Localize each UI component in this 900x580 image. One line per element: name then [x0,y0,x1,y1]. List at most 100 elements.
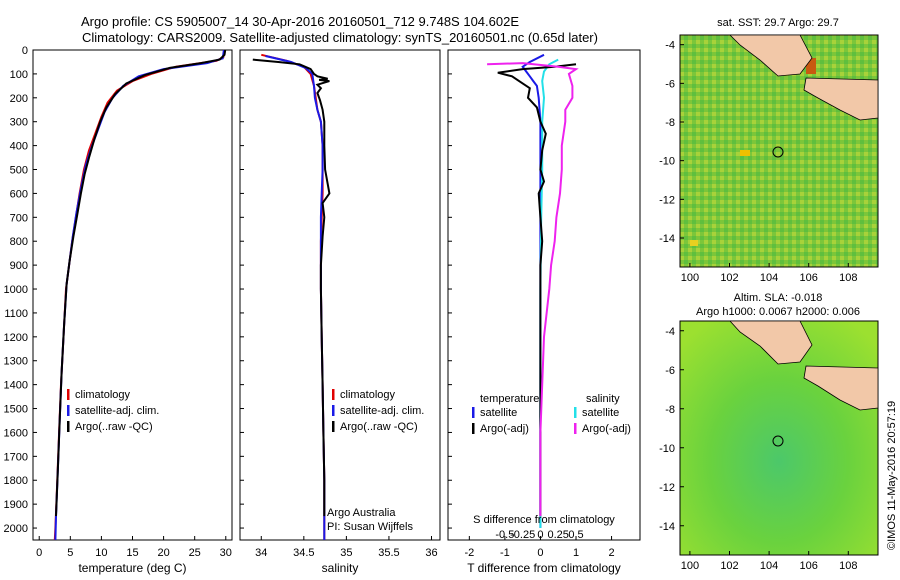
map-y-tick-label: -12 [659,194,675,206]
x-tick-label: 2 [608,547,614,559]
y-tick-label: 1200 [4,332,28,344]
y-tick-label: 1600 [4,427,28,439]
argo-marker [772,435,784,447]
map-y-tick-label: -10 [659,443,675,455]
credit-text: Argo Australia [327,507,396,519]
plot-frame [447,49,641,541]
map-x-tick-label: 100 [681,560,699,572]
map-y-tick-label: -8 [665,117,675,129]
sla-map-title: Altim. SLA: -0.018 [734,292,823,304]
map-y-tick-label: -12 [659,482,675,494]
legend-swatch [472,423,475,434]
plot-frame [32,49,233,541]
sumatra-land [729,34,813,77]
x-tick-label: 34.5 [293,547,314,559]
legend-label: satellite [480,407,517,419]
legend-swatch [67,389,70,400]
legend-label: salinity [586,393,620,405]
legend-label: Argo(-adj) [480,423,529,435]
x-axis-label: temperature (deg C) [78,561,186,575]
x-tick-label: -1 [500,547,510,559]
y-tick-label: 300 [10,117,28,129]
map-x-tick-label: 102 [720,560,738,572]
map-y-tick-label: -6 [665,365,675,377]
x-axis-label: T difference from climatology [467,561,621,575]
legend-label: satellite-adj. clim. [340,405,424,417]
x-tick-label: 5 [67,547,73,559]
legend-swatch [67,405,70,416]
legend-label: climatology [75,389,131,401]
legend-swatch [574,407,577,418]
s-axis-label: S difference from climatology [473,514,615,526]
x-tick-label: 35.5 [378,547,399,559]
panel-salinity: 34 34.5 35 35.5 36 salinity climatology satelli… [239,49,441,575]
y-tick-label: 1700 [4,451,28,463]
s-tick-label: 0 [537,529,543,541]
sst-map-title: sat. SST: 29.7 Argo: 29.7 [717,17,839,29]
legend-swatch [332,421,335,432]
legend-label: climatology [340,389,396,401]
map-y-tick-label: -14 [659,233,675,245]
legend-label: Argo(..raw -QC) [75,421,153,433]
plot-frame [239,49,441,541]
legend-label: satellite [582,407,619,419]
side-stamp: ©IMOS 11-May-2016 20:57:19 [886,401,898,550]
y-tick-label: 1300 [4,356,28,368]
x-tick-label: 0 [537,547,543,559]
legend-label: Argo(-adj) [582,423,631,435]
series-line-argorawqc [55,49,227,517]
x-tick-label: 36 [425,547,437,559]
s-tick-label: 0.5 [568,529,583,541]
x-tick-label: 34 [255,547,267,559]
x-tick-label: -2 [464,547,474,559]
java-land [803,77,879,121]
y-tick-label: 200 [10,93,28,105]
x-tick-label: 0 [36,547,42,559]
java-land [803,365,879,411]
y-tick-label: 900 [10,260,28,272]
x-tick-label: 15 [126,547,138,559]
y-tick-label: 1900 [4,499,28,511]
credit-text: PI: Susan Wijffels [327,521,413,533]
legend-swatch [67,421,70,432]
map-x-tick-label: 100 [681,272,699,284]
sst-map: sat. SST: 29.7 Argo: 29.7 100 102 104 106 10… [659,17,879,284]
header-line-2: Climatology: CARS2009. Satellite-adjuste… [82,30,598,45]
sla-map-subtitle: Argo h1000: 0.0067 h2000: 0.006 [696,306,860,318]
map-y-tick-label: -8 [665,404,675,416]
y-tick-label: 700 [10,212,28,224]
map-x-tick-label: 108 [839,560,857,572]
y-tick-label: 800 [10,236,28,248]
sla-map: Altim. SLA: -0.018 Argo h1000: 0.0067 h2… [659,292,879,572]
legend-label: Argo(..raw -QC) [340,421,418,433]
y-tick-label: 400 [10,141,28,153]
map-x-tick-label: 102 [720,272,738,284]
sst-warm-patch [690,240,698,246]
sumatra-land [729,320,813,365]
legend-label: satellite-adj. clim. [75,405,159,417]
map-y-tick-label: -4 [665,326,675,338]
legend-swatch [472,407,475,418]
x-tick-label: 1 [573,547,579,559]
map-y-tick-label: -14 [659,521,675,533]
legend-swatch [574,423,577,434]
s-tick-label: 0.25 [548,529,569,541]
y-tick-label: 1800 [4,475,28,487]
x-tick-label: 35 [340,547,352,559]
series-line-argorawqc [252,58,331,517]
x-tick-label: 20 [157,547,169,559]
s-tick-label: -0.5 [495,529,514,541]
y-tick-label: 1500 [4,404,28,416]
sst-hot-patch [806,58,816,74]
panel-differences: -2 -1 0 1 2 T difference from climatology S di… [447,49,641,575]
legend-label: temperature [480,393,539,405]
legend-swatch [332,405,335,416]
map-x-tick-label: 104 [760,272,778,284]
argo-marker [772,146,784,158]
x-tick-label: 30 [220,547,232,559]
x-tick-label: 25 [189,547,201,559]
y-tick-label: 0 [22,45,28,57]
map-y-tick-label: -10 [659,156,675,168]
map-x-tick-label: 106 [800,272,818,284]
